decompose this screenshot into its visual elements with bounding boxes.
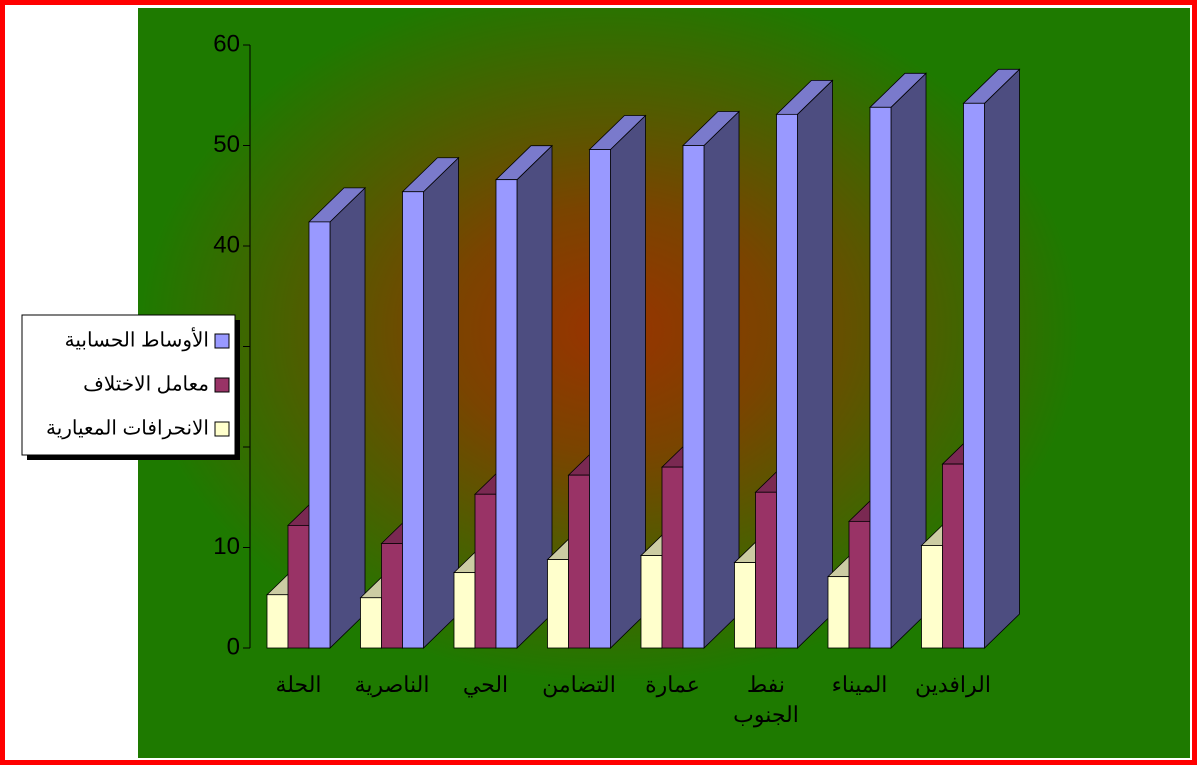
- x-tick-label: الميناء: [831, 672, 888, 697]
- bar-front: [474, 493, 497, 649]
- bar-side: [984, 68, 1020, 649]
- bar-front: [402, 191, 424, 649]
- legend-label: الانحرافات المعيارية: [46, 417, 209, 439]
- x-tick-label: الحي: [462, 672, 509, 697]
- bar-front: [921, 545, 943, 649]
- bar-side: [890, 72, 927, 649]
- bar: [775, 79, 834, 649]
- bar-front: [287, 524, 310, 649]
- bar-front: [589, 149, 611, 649]
- legend-swatch: [214, 377, 230, 393]
- bar-front: [755, 491, 777, 649]
- bar-side: [423, 156, 459, 649]
- bar-front: [734, 562, 756, 649]
- bar-side: [329, 186, 366, 649]
- y-tick-label: 10: [213, 533, 240, 560]
- bar-front: [848, 520, 871, 649]
- bar-front: [266, 594, 289, 649]
- bar-front: [963, 102, 985, 649]
- x-tick-label: عمارة: [645, 672, 700, 697]
- legend-label: الأوساط الحسابية: [65, 326, 209, 351]
- bar: [401, 156, 460, 649]
- bar: [869, 72, 927, 649]
- bar-side: [516, 144, 553, 649]
- legend-label: معامل الاختلاف: [83, 373, 209, 395]
- x-tick-label: الرافدين: [914, 672, 991, 697]
- bar: [588, 114, 647, 649]
- bar-front: [869, 106, 892, 649]
- x-tick-label: نفط الجنوب: [733, 672, 799, 727]
- bar-front: [942, 463, 964, 649]
- y-tick-label: 0: [227, 633, 240, 660]
- legend-swatch: [214, 333, 230, 349]
- bar-front: [661, 466, 684, 649]
- bar: [308, 186, 366, 649]
- bar-side: [610, 114, 646, 649]
- legend-swatch: [214, 421, 230, 437]
- x-tick-label: الناصرية: [354, 672, 430, 697]
- x-tick-label: الحلة: [275, 672, 322, 697]
- bar-front: [827, 576, 850, 649]
- y-tick-label: 50: [213, 131, 240, 158]
- bar: [495, 144, 553, 649]
- bar-front: [308, 221, 331, 649]
- bar-side: [797, 79, 833, 649]
- bar-front: [776, 113, 798, 649]
- bar-front: [682, 145, 705, 649]
- bar-front: [495, 179, 518, 649]
- x-tick-label: التضامن: [542, 672, 616, 697]
- bar-front: [547, 559, 569, 649]
- bar-front: [360, 597, 382, 649]
- y-tick-label: 60: [213, 30, 240, 57]
- y-tick-label: 40: [213, 231, 240, 258]
- bar: [962, 68, 1021, 649]
- bar: [682, 110, 740, 649]
- legend: [21, 314, 236, 456]
- bar-front: [381, 543, 403, 649]
- bar-side: [703, 110, 740, 649]
- bar-front: [640, 555, 663, 649]
- bar-front: [453, 572, 476, 649]
- bar-front: [568, 474, 590, 649]
